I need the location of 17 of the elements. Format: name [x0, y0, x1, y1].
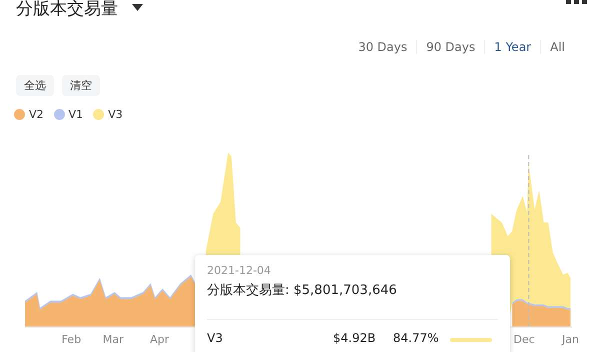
x-tick-label: Mar [102, 332, 124, 346]
x-tick-label: Feb [62, 332, 82, 346]
x-tick-label: Dec [514, 332, 535, 346]
text: 90 Days [416, 40, 484, 54]
tooltip-box: 2021-12-04 分版本交易量: $5,801,703,646 V3 $4.92B 84.77% [195, 255, 510, 352]
annotation: 分版本交易量: $5,801,703,646 [207, 282, 397, 299]
legend-label: V3 [108, 108, 123, 121]
x-tick-label: Apr [150, 332, 170, 346]
text: 1 Year [484, 40, 540, 54]
text: All [540, 40, 574, 54]
x-tick-label: Jan [561, 332, 580, 346]
legend-label: V1 [68, 108, 84, 121]
text: 全选 [16, 75, 54, 96]
legend-label: V2 [29, 108, 44, 121]
text: 清空 [62, 75, 100, 96]
text: 30 Days [357, 40, 408, 54]
annotation: 2021-12-04 [207, 264, 271, 277]
